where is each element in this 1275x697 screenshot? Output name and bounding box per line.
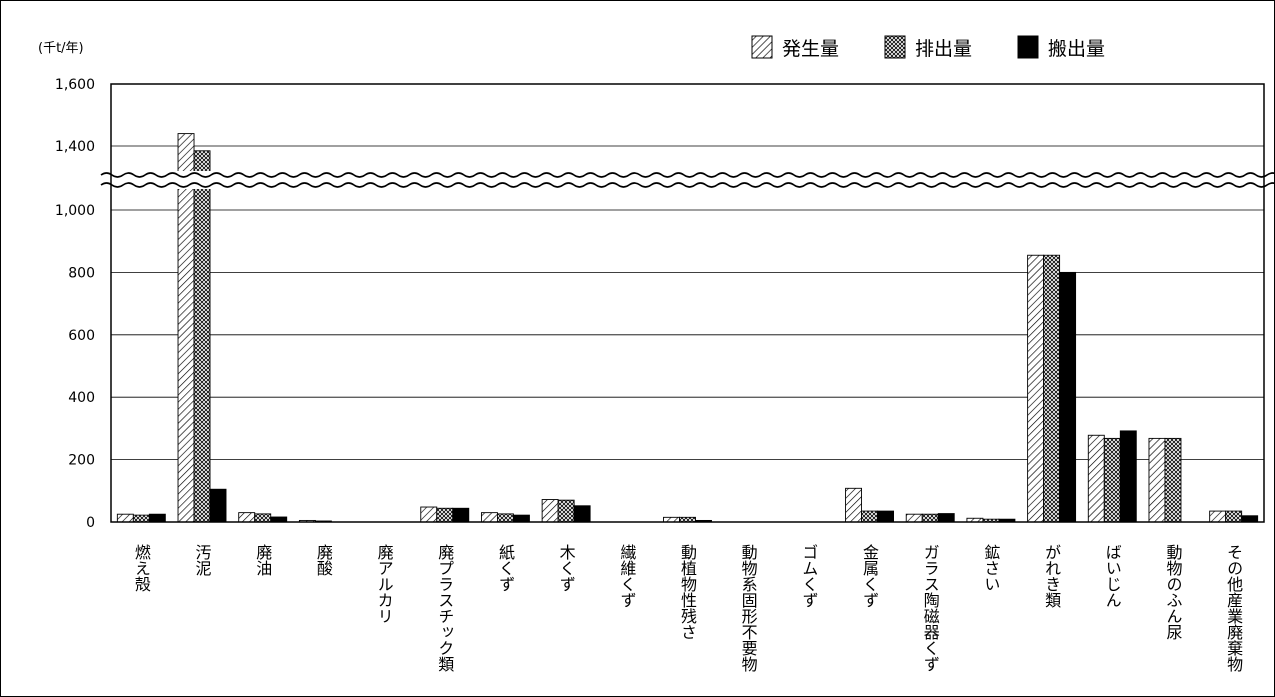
x-category-label: 廃アルカリ: [375, 544, 394, 624]
y-axis-ticks: 0 200 400 600 800 1,000 1,400 1,600: [55, 77, 95, 531]
bar-crosshatch: [254, 513, 272, 523]
x-category-label: 廃酸: [314, 544, 333, 576]
legend-label: 搬出量: [1048, 38, 1105, 60]
plot-area: [110, 83, 1265, 523]
x-category-label: がれき類: [1042, 544, 1061, 608]
bar-solid: [1059, 271, 1077, 523]
bar-hatch: [905, 513, 923, 523]
x-category-label: 紙くず: [496, 544, 515, 592]
bar-hatch: [116, 513, 134, 523]
x-category-label: 繊維くず: [617, 544, 636, 608]
x-category-label: 動物系固形不要物: [739, 544, 758, 673]
x-category-label: 木くず: [557, 544, 576, 592]
x-category-label: 燃え殻: [132, 544, 151, 592]
bar-crosshatch: [1225, 510, 1243, 523]
bar-crosshatch: [193, 150, 211, 523]
y-tick-label: 600: [68, 328, 95, 344]
bar-solid: [573, 505, 591, 523]
bar-crosshatch: [921, 513, 939, 523]
bar-hatch: [1209, 510, 1227, 523]
bar-crosshatch: [557, 499, 575, 523]
bar-crosshatch: [436, 507, 454, 523]
y-tick-label: 800: [68, 265, 95, 281]
bar-solid: [148, 513, 166, 523]
bar-hatch: [1027, 254, 1045, 523]
x-category-label: ばいじん: [1103, 544, 1122, 608]
x-axis-labels: 燃え殻 汚泥 廃油 廃酸 廃アルカリ 廃プラスチック類 紙くず 木くず 繊維くず 動植物性残さ 動物…: [132, 544, 1243, 673]
legend-label: 発生量: [782, 38, 839, 60]
bar-hatch: [480, 512, 498, 523]
x-category-label: 汚泥: [193, 544, 212, 577]
bar-hatch: [1148, 437, 1166, 523]
y-tick-label: 1,000: [55, 203, 95, 219]
unit-label: (千t/年): [38, 41, 84, 56]
bar-hatch: [1087, 434, 1105, 523]
bar-crosshatch: [1103, 437, 1121, 523]
bar-hatch: [541, 499, 559, 523]
x-category-label: 鉱さい: [981, 544, 1000, 592]
axis-break: [100, 171, 1275, 189]
bar-solid: [877, 510, 895, 523]
bar-crosshatch: [1164, 437, 1182, 523]
x-category-label: 廃プラスチック類: [435, 544, 454, 672]
legend-swatch-solid: [1017, 35, 1039, 59]
y-tick-label: 1,400: [55, 139, 95, 155]
x-category-label: 金属くず: [860, 544, 879, 608]
y-tick-label: 1,600: [55, 77, 95, 93]
bar-solid: [1241, 515, 1259, 523]
bar-crosshatch: [861, 510, 879, 523]
bar-solid: [209, 488, 227, 523]
x-category-label: ガラス陶磁器くず: [921, 544, 940, 672]
legend-label: 排出量: [915, 38, 972, 60]
x-category-label: 動植物性残さ: [678, 544, 697, 640]
gridlines: [111, 145, 1264, 461]
bar-solid: [1119, 430, 1137, 523]
legend: 発生量 排出量 搬出量: [751, 35, 1105, 60]
bar-solid: [937, 513, 955, 523]
bar-hatch: [238, 512, 256, 523]
bar-crosshatch: [496, 513, 514, 523]
y-tick-label: 0: [86, 515, 95, 531]
x-category-label: 動物のふん尿: [1163, 544, 1182, 640]
bar-solid: [512, 514, 530, 523]
y-tick-label: 200: [68, 453, 95, 469]
bars: [116, 133, 1259, 523]
bar-hatch: [420, 506, 438, 523]
bar-crosshatch: [1043, 254, 1061, 523]
x-category-label: その他産業廃棄物: [1224, 544, 1243, 673]
legend-swatch-crosshatch: [884, 35, 906, 59]
x-category-label: 廃油: [253, 544, 272, 576]
bar-hatch: [845, 487, 863, 523]
x-category-label: ゴムくず: [799, 544, 818, 608]
bar-hatch: [177, 133, 195, 523]
y-tick-label: 400: [68, 390, 95, 406]
bar-solid: [452, 507, 470, 523]
bar-crosshatch: [132, 514, 150, 523]
legend-swatch-hatch: [751, 35, 773, 59]
